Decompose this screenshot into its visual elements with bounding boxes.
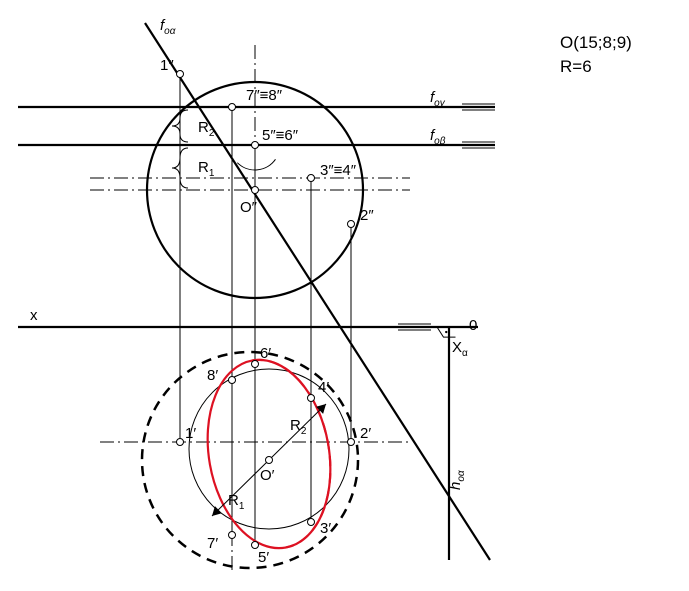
R1-bot-label: R1 (228, 492, 245, 512)
q2-label: 2′ (360, 425, 371, 442)
q1-point (177, 439, 184, 446)
O1-label: O′ (260, 467, 275, 484)
q4-label: 4′ (318, 379, 329, 396)
info-coords: O(15;8;9) (560, 33, 632, 52)
q6-point (252, 361, 259, 368)
34-label: 3″≡4″ (320, 162, 357, 179)
q6-label: 6′ (260, 345, 271, 362)
f-oa-label: foα (160, 17, 176, 37)
q7-point (229, 532, 236, 539)
R2-bot-label: R2 (290, 417, 307, 437)
56-point (252, 142, 259, 149)
O1-point (266, 457, 273, 464)
2d-label: 2″ (360, 207, 374, 224)
1d-point (177, 71, 184, 78)
O2-point (252, 187, 259, 194)
1d-label: 1″ (160, 57, 174, 74)
angle-arc (237, 159, 275, 170)
q3-point (308, 519, 315, 526)
q2-point (348, 439, 355, 446)
q3-label: 3′ (320, 520, 331, 537)
q8-point (229, 377, 236, 384)
q5-label: 5′ (258, 549, 269, 566)
2d-point (348, 221, 355, 228)
78-point (229, 104, 236, 111)
q1-label: 1′ (185, 425, 196, 442)
right-angle-dot (445, 331, 447, 333)
x-axis-label: x (30, 307, 38, 324)
q8-label: 8′ (207, 367, 218, 384)
origin-label: 0 (469, 317, 477, 334)
R2-top-label: R2 (198, 119, 215, 139)
34-point (308, 175, 315, 182)
O2-label: O″ (240, 199, 258, 216)
R1-top-label: R1 (198, 159, 215, 179)
q7-label: 7′ (207, 535, 218, 552)
56-label: 5″≡6″ (262, 127, 299, 144)
78-label: 7″≡8″ (246, 87, 283, 104)
Xa-label: Xα (452, 339, 468, 359)
q5-point (252, 542, 259, 549)
red-ellipse-dashed (253, 350, 345, 548)
info-radius: R=6 (560, 57, 592, 76)
q4-point (308, 395, 315, 402)
